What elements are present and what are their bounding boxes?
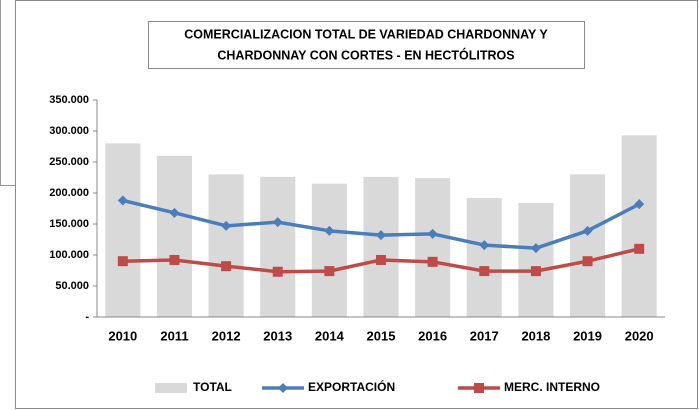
line-marker	[479, 266, 490, 277]
bar	[621, 135, 657, 317]
line-marker	[169, 254, 180, 265]
line-marker	[427, 256, 438, 267]
bar	[415, 178, 451, 317]
y-tick-label: 100.000	[49, 249, 89, 261]
line-marker	[582, 225, 593, 236]
bar	[156, 155, 193, 317]
line-marker	[376, 230, 386, 241]
title-box	[148, 21, 585, 69]
x-tick-label: 2017	[470, 328, 499, 343]
x-tick-label: 2012	[212, 328, 241, 343]
line-marker	[221, 220, 232, 231]
x-tick-label: 2016	[418, 328, 447, 343]
line-marker	[117, 256, 128, 267]
line-marker	[582, 256, 593, 267]
y-tick-label: 300.000	[49, 125, 89, 137]
y-tick-label: -	[85, 311, 89, 323]
x-tick-label: 2010	[108, 328, 137, 343]
line-marker	[169, 207, 180, 218]
bar	[466, 197, 502, 317]
x-tick-label: 2019	[573, 328, 602, 343]
x-tick-label: 2018	[521, 328, 550, 343]
x-tick-label: 2020	[625, 328, 654, 343]
legend-label: MERC. INTERNO	[504, 380, 600, 394]
y-tick-label: 50.000	[55, 280, 89, 292]
chart-title: CHARDONNAY CON CORTES - EN HECTÓLITROS	[217, 47, 514, 62]
legend-swatch	[474, 383, 484, 393]
line-marker	[272, 266, 283, 277]
y-tick-label: 200.000	[49, 187, 89, 199]
line-marker	[427, 228, 438, 239]
line-marker	[272, 217, 283, 228]
legend-label: TOTAL	[193, 380, 232, 394]
line-marker	[221, 261, 232, 272]
line-marker	[634, 243, 645, 254]
line-marker	[530, 243, 541, 254]
x-tick-label: 2015	[367, 328, 396, 343]
line-marker	[117, 195, 128, 206]
legend-swatch	[278, 383, 288, 393]
x-tick-label: 2013	[263, 328, 292, 343]
bar	[105, 143, 141, 317]
bar	[260, 176, 296, 317]
bar	[569, 174, 606, 317]
line-marker	[324, 225, 335, 236]
bar	[518, 202, 554, 317]
y-tick-label: 150.000	[49, 218, 89, 230]
x-tick-label: 2011	[160, 328, 188, 343]
y-tick-label: 250.000	[49, 156, 89, 168]
bar	[311, 183, 347, 317]
line-marker	[479, 240, 490, 251]
line-marker	[530, 266, 541, 277]
x-tick-label: 2014	[315, 328, 345, 343]
chart-title: COMERCIALIZACION TOTAL DE VARIEDAD CHARD…	[184, 27, 548, 41]
line-marker	[376, 254, 386, 265]
legend-label: EXPORTACIÓN	[308, 379, 395, 394]
bar	[208, 174, 244, 317]
line-marker	[324, 266, 335, 277]
y-tick-label: 350.000	[49, 94, 89, 106]
bar	[363, 176, 399, 317]
line-marker	[634, 199, 645, 210]
legend-swatch	[155, 383, 187, 393]
